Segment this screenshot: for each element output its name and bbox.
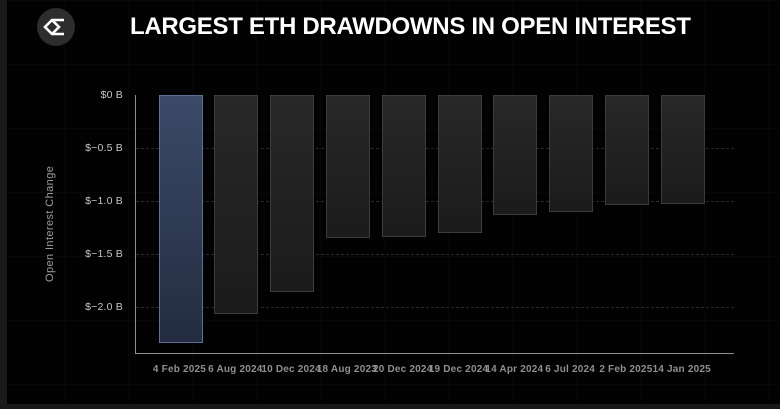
x-tick-label: 14 Apr 2024 [485,364,544,375]
x-tick-label: 6 Jul 2024 [545,364,595,375]
gridline [136,307,734,309]
bar-20-dec-2024 [381,95,426,238]
bar-4-feb-2025 [158,95,203,344]
bar-19-dec-2024 [437,95,482,234]
x-tick-label: 2 Feb 2025 [599,364,653,375]
x-tick-label: 6 Aug 2024 [208,364,263,375]
x-tick-label: 4 Feb 2025 [152,364,207,375]
x-tick-label: 18 Aug 2023 [316,364,377,375]
sigma-logo-icon [36,7,76,47]
bar-2-feb-2025 [604,95,649,206]
y-tick-label: $−0.5 B [85,142,123,155]
y-tick-label: $−2.0 B [85,301,123,314]
y-axis-ticks: $0 B $−0.5 B $−1.0 B $−1.5 B $−2.0 B [0,89,123,353]
plot-area [135,95,734,354]
x-tick-label: 19 Dec 2024 [428,364,489,375]
y-tick-label: $−1.5 B [85,248,123,261]
x-axis-ticks: 4 Feb 2025 6 Aug 2024 10 Dec 2024 18 Aug 20… [135,353,733,383]
y-tick-label: $−1.0 B [85,195,123,208]
bar-6-jul-2024 [549,95,594,212]
bar-14-jan-2025 [660,95,705,205]
bar-6-aug-2024 [214,95,259,314]
bar-14-apr-2024 [493,95,538,215]
x-tick-label: 10 Dec 2024 [261,364,321,375]
gridline [136,254,734,256]
x-tick-label: 14 Jan 2025 [652,364,711,375]
bar-18-aug-2023 [325,95,370,239]
y-tick-label: $0 B [100,89,123,101]
gridline [136,148,734,150]
chart-title: LARGEST ETH DRAWDOWNS IN OPEN INTEREST [130,13,691,40]
gridline [136,201,734,203]
bottom-edge-strip [0,404,780,409]
x-tick-label: 20 Dec 2024 [372,364,433,375]
left-edge-strip [0,0,7,409]
bar-10-dec-2024 [270,95,315,293]
